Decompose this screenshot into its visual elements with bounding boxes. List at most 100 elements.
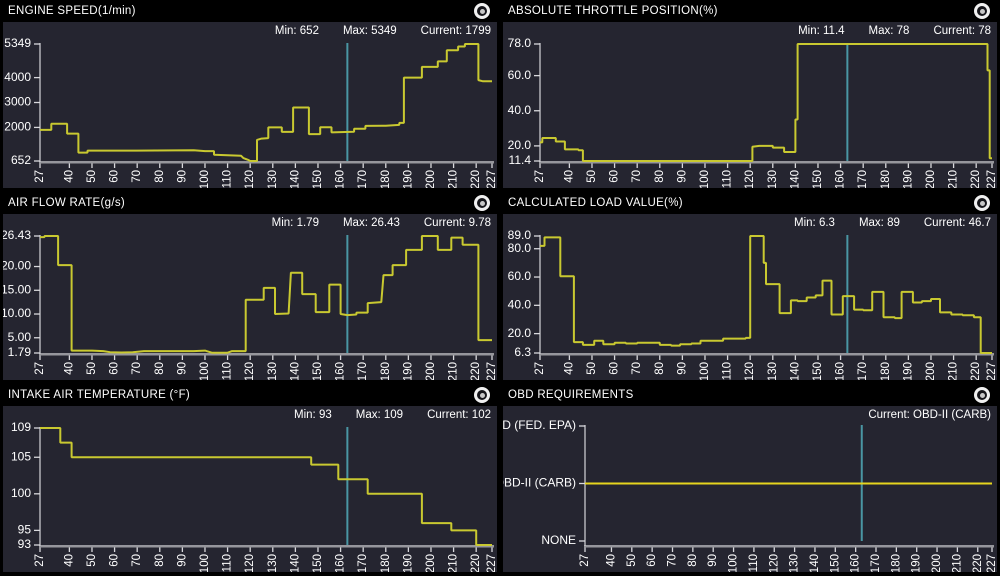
x-tick-label: 190 xyxy=(902,362,914,380)
stat-min: Min: 11.4 xyxy=(798,25,845,37)
record-icon[interactable] xyxy=(974,387,990,403)
x-tick-label: 50 xyxy=(586,362,598,375)
x-tick-label: 210 xyxy=(448,362,460,380)
record-icon[interactable] xyxy=(974,3,990,19)
x-tick-label: 100 xyxy=(728,554,740,572)
panel-titlebar: AIR FLOW RATE(g/s) xyxy=(0,192,500,214)
chart-plot-engine-speed[interactable]: 27 40 50 60 70 80 90 100 110 120 130 140 150 160 170 18… xyxy=(3,22,497,188)
x-tick-label: 60 xyxy=(609,362,621,375)
x-tick-label: 130 xyxy=(767,170,779,188)
y-tick-label: 40.0 xyxy=(508,103,532,117)
x-tick-label: 220 xyxy=(470,362,482,380)
chart-plot-calculated-load-value[interactable]: 27 40 50 60 70 80 90 100 110 120 130 140 150 160 170 18… xyxy=(503,214,997,380)
x-tick-label: 60 xyxy=(109,362,121,375)
y-tick-label: OBD-II (CARB) xyxy=(503,476,576,490)
x-tick-label: 190 xyxy=(902,170,914,188)
stat-min: Min: 93 xyxy=(294,409,332,421)
x-tick-label: 200 xyxy=(931,554,943,572)
x-tick-label: 90 xyxy=(676,170,688,183)
x-tick-label: 180 xyxy=(880,170,892,188)
x-tick-label: 130 xyxy=(267,362,279,380)
panel-title: ABSOLUTE THROTTLE POSITION(%) xyxy=(508,5,718,17)
x-tick-label: 27 xyxy=(534,362,546,375)
y-tick-label: 80.0 xyxy=(508,241,532,255)
chart-plot-obd-requirements[interactable]: 27 40 50 60 70 80 90 100 110 120 130 140 150 160 170 18… xyxy=(503,406,997,572)
record-icon[interactable] xyxy=(474,195,490,211)
x-tick-label: 80 xyxy=(687,554,699,567)
panel-engine-speed: ENGINE SPEED(1/min) Min: 652 Max: 5349 Curr… xyxy=(0,0,500,192)
record-icon-ring xyxy=(477,390,487,400)
x-tick-label: 150 xyxy=(312,554,324,572)
x-tick-label: 140 xyxy=(289,362,301,380)
x-tick-label: 120 xyxy=(244,170,256,188)
x-tick-label: 27 xyxy=(34,170,46,183)
chart-plot-absolute-throttle-position[interactable]: 27 40 50 60 70 80 90 100 110 120 130 140 150 160 170 18… xyxy=(503,22,997,188)
y-tick-label: 5349 xyxy=(4,36,31,50)
panel-intake-air-temperature: INTAKE AIR TEMPERATURE (°F) Min: 93 Max: 1… xyxy=(0,384,500,576)
x-tick-label: 210 xyxy=(951,554,963,572)
x-tick-label: 27 xyxy=(534,170,546,183)
x-tick-label: 160 xyxy=(850,554,862,572)
y-tick-label: 15.00 xyxy=(3,282,31,296)
x-tick-label: 150 xyxy=(829,554,841,572)
stat-current: Current: 9.78 xyxy=(423,217,491,229)
y-tick-label: 100 xyxy=(11,486,31,500)
record-icon[interactable] xyxy=(474,3,490,19)
record-icon-ring xyxy=(977,198,987,208)
x-tick-label: 220 xyxy=(470,170,482,188)
chart-plot-intake-air-temperature[interactable]: 27 40 50 60 70 80 90 100 110 120 130 140 150 160 170 18… xyxy=(3,406,497,572)
y-tick-label: 89.0 xyxy=(508,228,532,242)
x-tick-label: 40 xyxy=(563,362,575,375)
x-tick-label: 80 xyxy=(154,362,166,375)
panel-air-flow-rate: AIR FLOW RATE(g/s) Min: 1.79 Max: 26.43 Cur… xyxy=(0,192,500,384)
stat-max: Max: 78 xyxy=(868,25,910,37)
record-icon-ring xyxy=(977,390,987,400)
chart-body: Min: 6.3 Max: 89 Current: 46.7 27 40 50 60 70 80… xyxy=(503,214,997,380)
record-icon[interactable] xyxy=(474,387,490,403)
x-tick-label: 150 xyxy=(312,362,324,380)
y-tick-label: 60.0 xyxy=(508,269,532,283)
x-tick-label: 130 xyxy=(267,170,279,188)
x-tick-label: 110 xyxy=(222,362,234,380)
stat-max: Max: 5349 xyxy=(342,25,397,37)
x-tick-label: 140 xyxy=(289,554,301,572)
stat-min: Min: 1.79 xyxy=(271,217,319,229)
x-tick-label: 210 xyxy=(948,362,960,380)
panel-obd-requirements: OBD REQUIREMENTS Current: OBD-II (CARB) 27… xyxy=(500,384,1000,576)
x-tick-label: 200 xyxy=(925,362,937,380)
chart-stats: Min: 6.3 Max: 89 Current: 46.7 xyxy=(794,217,991,229)
x-tick-label: 130 xyxy=(767,362,779,380)
series-line xyxy=(540,235,992,354)
series-line xyxy=(40,235,492,354)
x-tick-label: 227 xyxy=(486,170,497,188)
y-tick-label: 20.0 xyxy=(508,326,532,340)
x-tick-label: 227 xyxy=(486,362,497,380)
panel-absolute-throttle-position: ABSOLUTE THROTTLE POSITION(%) Min: 11.4 Ma… xyxy=(500,0,1000,192)
x-tick-label: 60 xyxy=(646,554,658,567)
y-tick-label: 3000 xyxy=(4,95,31,109)
y-tick-label: 6.3 xyxy=(514,345,531,359)
x-tick-label: 150 xyxy=(812,170,824,188)
record-icon[interactable] xyxy=(974,195,990,211)
record-icon-ring xyxy=(977,6,987,16)
record-icon-dot xyxy=(979,8,985,14)
x-tick-label: 90 xyxy=(176,170,188,183)
chart-plot-air-flow-rate[interactable]: 27 40 50 60 70 80 90 100 110 120 130 140 150 160 170 18… xyxy=(3,214,497,380)
series-line xyxy=(540,43,992,162)
x-tick-label: 190 xyxy=(402,170,414,188)
y-tick-label: 20.00 xyxy=(3,259,31,273)
x-tick-label: 40 xyxy=(63,554,75,567)
panel-title: ENGINE SPEED(1/min) xyxy=(8,5,136,17)
x-tick-label: 80 xyxy=(154,170,166,183)
x-tick-label: 80 xyxy=(654,170,666,183)
y-tick-label: NONE xyxy=(541,533,576,547)
chart-stats: Min: 11.4 Max: 78 Current: 78 xyxy=(798,25,991,37)
panel-titlebar: ABSOLUTE THROTTLE POSITION(%) xyxy=(500,0,1000,22)
stat-current: Current: OBD-II (CARB) xyxy=(868,409,991,421)
x-tick-label: 50 xyxy=(86,170,98,183)
x-tick-label: 210 xyxy=(948,170,960,188)
y-tick-label: OBD (FED. EPA) xyxy=(503,418,576,432)
x-tick-label: 50 xyxy=(626,554,638,567)
stat-min: Min: 652 xyxy=(274,25,319,37)
x-tick-label: 150 xyxy=(312,170,324,188)
